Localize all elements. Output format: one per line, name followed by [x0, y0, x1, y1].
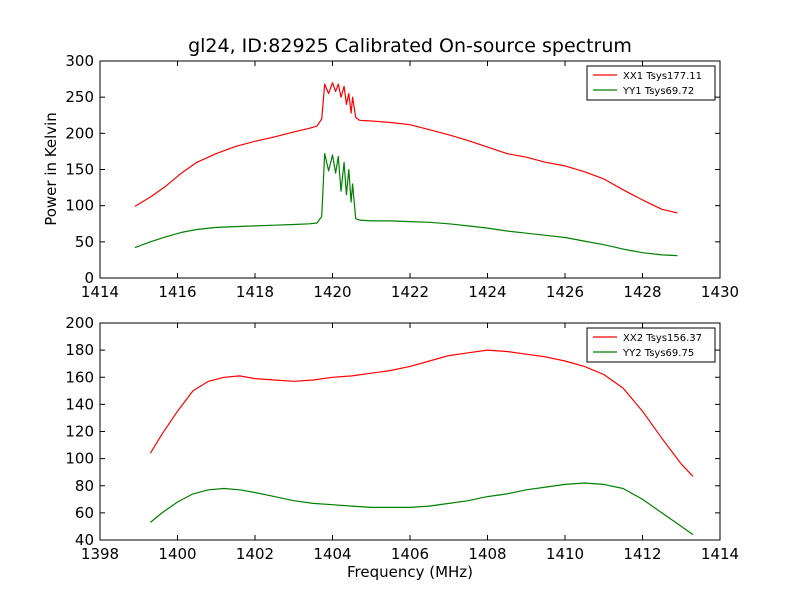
- y-tick-label: 120: [65, 423, 94, 441]
- y-tick-label: 160: [65, 368, 94, 386]
- x-tick-label: 1424: [468, 283, 506, 301]
- y-tick-label: 60: [75, 504, 94, 522]
- x-tick-label: 1408: [468, 545, 506, 563]
- y-tick-label: 50: [75, 233, 94, 251]
- x-tick-label: 1430: [701, 283, 739, 301]
- y-tick-label: 200: [65, 124, 94, 142]
- y-tick-label: 300: [65, 52, 94, 70]
- legend-box: [586, 65, 716, 101]
- x-tick-label: 1412: [623, 545, 661, 563]
- y-tick-label: 200: [65, 314, 94, 332]
- x-tick-label: 1404: [313, 545, 351, 563]
- x-tick-label: 1410: [546, 545, 584, 563]
- figure-title: gl24, ID:82925 Calibrated On-source spec…: [188, 35, 632, 57]
- x-tick-label: 1422: [391, 283, 429, 301]
- y-tick-label: 0: [84, 269, 94, 287]
- x-tick-label: 1414: [701, 545, 739, 563]
- y-axis-label-top: Power in Kelvin: [42, 112, 60, 226]
- series-line-yy1: [134, 153, 678, 257]
- y-tick-label: 100: [65, 450, 94, 468]
- top-spectrum-panel: 1414 1416 1418 1420 1422 1424 1426 1428 1430 0 50 1…: [65, 52, 739, 301]
- x-tick-label: 1400: [158, 545, 196, 563]
- y-tick-label: 100: [65, 197, 94, 215]
- x-tick-label: 1398: [81, 545, 119, 563]
- legend-label: YY2 Tsys69.75: [622, 348, 694, 359]
- x-tick-label: 1402: [236, 545, 274, 563]
- legend-label: YY1 Tsys69.72: [622, 86, 694, 97]
- y-tick-label: 180: [65, 341, 94, 359]
- x-axis-label-bottom: Frequency (MHz): [347, 563, 473, 581]
- y-tick-label: 140: [65, 395, 94, 413]
- legend-box: [586, 327, 716, 363]
- legend-label: XX2 Tsys156.37: [623, 333, 702, 344]
- y-tick-label: 80: [75, 477, 94, 495]
- bottom-spectrum-panel: 1398 1400 1402 1404 1406 1408 1410 1412 1414 40 60…: [65, 314, 739, 563]
- legend-label: XX1 Tsys177.11: [623, 71, 702, 82]
- x-tick-label: 1406: [391, 545, 429, 563]
- x-tick-label: 1416: [158, 283, 196, 301]
- series-line-yy2: [150, 482, 694, 536]
- y-tick-label: 150: [65, 161, 94, 179]
- x-tick-label: 1420: [313, 283, 351, 301]
- series-line-xx2: [149, 349, 694, 477]
- y-tick-label: 40: [75, 531, 94, 549]
- x-tick-label: 1428: [623, 283, 661, 301]
- series-line-xx1: [134, 82, 678, 214]
- x-tick-label: 1418: [236, 283, 274, 301]
- x-tick-label: 1414: [81, 283, 119, 301]
- x-tick-label: 1426: [546, 283, 584, 301]
- y-tick-label: 250: [65, 88, 94, 106]
